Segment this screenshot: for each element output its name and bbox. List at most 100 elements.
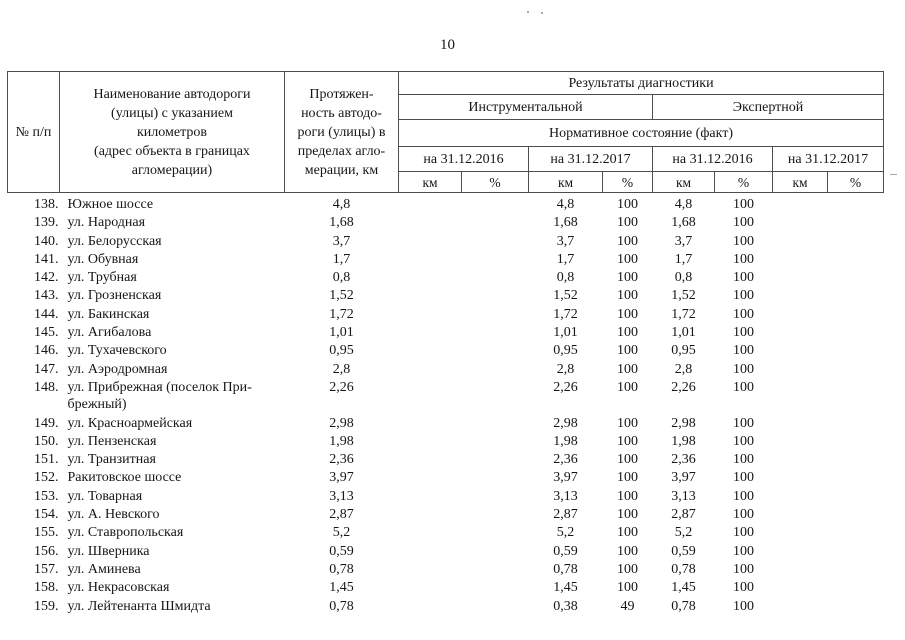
cell-expert-2017-pct [828, 578, 884, 596]
cell-expert-2017-pct [828, 487, 884, 505]
cell-instr-2016-km [399, 432, 462, 450]
cell-expert-2017-pct [828, 250, 884, 268]
header-road-name: Наименование автодороги (улицы) с указан… [59, 71, 285, 193]
cell-instr-2016-km [399, 560, 462, 578]
road-name: ул. Некрасовская [67, 580, 170, 596]
cell-expert-2017-km [773, 213, 828, 231]
header-unit-pct: % [602, 171, 653, 193]
cell-expert-2016-km: 2,26 [671, 379, 696, 395]
cell-expert-2017-km [773, 323, 828, 341]
table-row: 156. ул. Шверника 0,59 0,59 100 0,59 100 [8, 542, 884, 560]
row-number: 140. [34, 233, 59, 249]
header-length: Протяжен- ность автодо- роги (улицы) в п… [284, 71, 399, 193]
table-row: 155. ул. Ставропольская 5,2 5,2 100 5,2 … [8, 523, 884, 541]
cell-instr-2017-km: 0,59 [553, 543, 578, 559]
cell-expert-2016-km: 3,97 [671, 470, 696, 486]
cell-expert-2017-km [773, 523, 828, 541]
table-row: 141. ул. Обувная 1,7 1,7 100 1,7 100 [8, 250, 884, 268]
cell-instr-2017-pct: 100 [617, 452, 638, 468]
cell-instr-2016-pct [462, 560, 529, 578]
scan-artifact-dash [890, 174, 897, 175]
row-number: 142. [34, 270, 59, 286]
road-name: ул. Ставропольская [67, 525, 184, 541]
road-name: Ракитовское шоссе [67, 470, 182, 486]
cell-expert-2017-km [773, 378, 828, 414]
cell-expert-2016-km: 5,2 [674, 525, 693, 541]
cell-expert-2016-pct: 100 [733, 452, 754, 468]
table-row: 150. ул. Пензенская 1,98 1,98 100 1,98 1… [8, 432, 884, 450]
cell-expert-2016-pct: 100 [733, 288, 754, 304]
road-name: ул. А. Невского [67, 507, 160, 523]
cell-instr-2016-km [399, 323, 462, 341]
row-number: 143. [34, 288, 59, 304]
cell-expert-2016-km: 3,13 [671, 488, 696, 504]
cell-instr-2016-km [399, 450, 462, 468]
row-number: 153. [34, 488, 59, 504]
road-name: ул. Прибрежная (поселок При- брежный) [67, 379, 252, 413]
table-row: 147. ул. Аэродромная 2,8 2,8 100 2,8 100 [8, 360, 884, 378]
cell-instr-2016-pct [462, 213, 529, 231]
cell-expert-2017-km [773, 268, 828, 286]
cell-instr-2016-km [399, 341, 462, 359]
table-row: 149. ул. Красноармейская 2,98 2,98 100 2… [8, 414, 884, 432]
cell-expert-2016-pct: 100 [733, 433, 754, 449]
cell-instr-2017-pct: 100 [617, 415, 638, 431]
cell-expert-2017-pct [828, 468, 884, 486]
cell-expert-2016-km: 2,87 [671, 507, 696, 523]
cell-instr-2016-pct [462, 505, 529, 523]
row-number: 146. [34, 343, 59, 359]
cell-expert-2016-km: 0,8 [674, 270, 693, 286]
cell-expert-2017-pct [828, 213, 884, 231]
cell-expert-2017-km [773, 560, 828, 578]
cell-instr-2017-km: 0,78 [553, 561, 578, 577]
cell-instr-2016-pct [462, 268, 529, 286]
cell-expert-2016-km: 1,52 [671, 288, 696, 304]
cell-expert-2016-pct: 100 [733, 215, 754, 231]
road-name: ул. Трубная [67, 270, 137, 286]
cell-instr-2017-km: 2,87 [553, 507, 578, 523]
cell-expert-2016-pct: 100 [733, 415, 754, 431]
scan-artifact-dot [541, 12, 543, 14]
cell-instr-2016-km [399, 193, 462, 214]
row-number: 151. [34, 452, 59, 468]
cell-expert-2017-pct [828, 323, 884, 341]
cell-expert-2016-km: 2,98 [671, 415, 696, 431]
cell-instr-2017-km: 1,45 [553, 580, 578, 596]
row-number: 154. [34, 507, 59, 523]
cell-instr-2016-km [399, 286, 462, 304]
table-row: 152. Ракитовское шоссе 3,97 3,97 100 3,9… [8, 468, 884, 486]
row-number: 149. [34, 415, 59, 431]
cell-expert-2017-km [773, 487, 828, 505]
cell-expert-2017-pct [828, 542, 884, 560]
cell-instr-2016-pct [462, 378, 529, 414]
cell-instr-2017-pct: 100 [617, 379, 638, 395]
road-length: 0,78 [329, 598, 354, 614]
cell-instr-2017-pct: 100 [617, 288, 638, 304]
cell-expert-2016-pct: 100 [733, 325, 754, 341]
road-name: ул. Агибалова [67, 325, 152, 341]
header-instrumental: Инструментальной [398, 94, 653, 120]
row-number: 144. [34, 306, 59, 322]
road-length: 1,98 [329, 433, 354, 449]
cell-instr-2017-pct: 100 [617, 525, 638, 541]
header-unit-km: км [528, 171, 603, 193]
cell-instr-2017-pct: 100 [617, 306, 638, 322]
cell-instr-2016-pct [462, 450, 529, 468]
table-row: 138. Южное шоссе 4,8 4,8 100 4,8 100 [8, 193, 884, 214]
road-name: ул. Шверника [67, 543, 150, 559]
cell-instr-2017-pct: 100 [617, 561, 638, 577]
scan-artifact-dot [527, 11, 529, 13]
header-normative: Нормативное состояние (факт) [397, 119, 885, 147]
road-length: 1,01 [329, 325, 354, 341]
cell-expert-2016-pct: 100 [733, 197, 754, 212]
cell-expert-2017-pct [828, 305, 884, 323]
cell-expert-2016-km: 1,45 [671, 580, 696, 596]
cell-instr-2016-km [399, 597, 462, 615]
cell-expert-2016-pct: 100 [733, 525, 754, 541]
road-length: 2,98 [329, 415, 354, 431]
header-unit-pct: % [461, 171, 529, 193]
table-row: 140. ул. Белорусская 3,7 3,7 100 3,7 100 [8, 232, 884, 250]
cell-expert-2016-pct: 100 [733, 598, 754, 614]
cell-instr-2017-km: 1,98 [553, 433, 578, 449]
header-unit-km: км [772, 171, 828, 193]
